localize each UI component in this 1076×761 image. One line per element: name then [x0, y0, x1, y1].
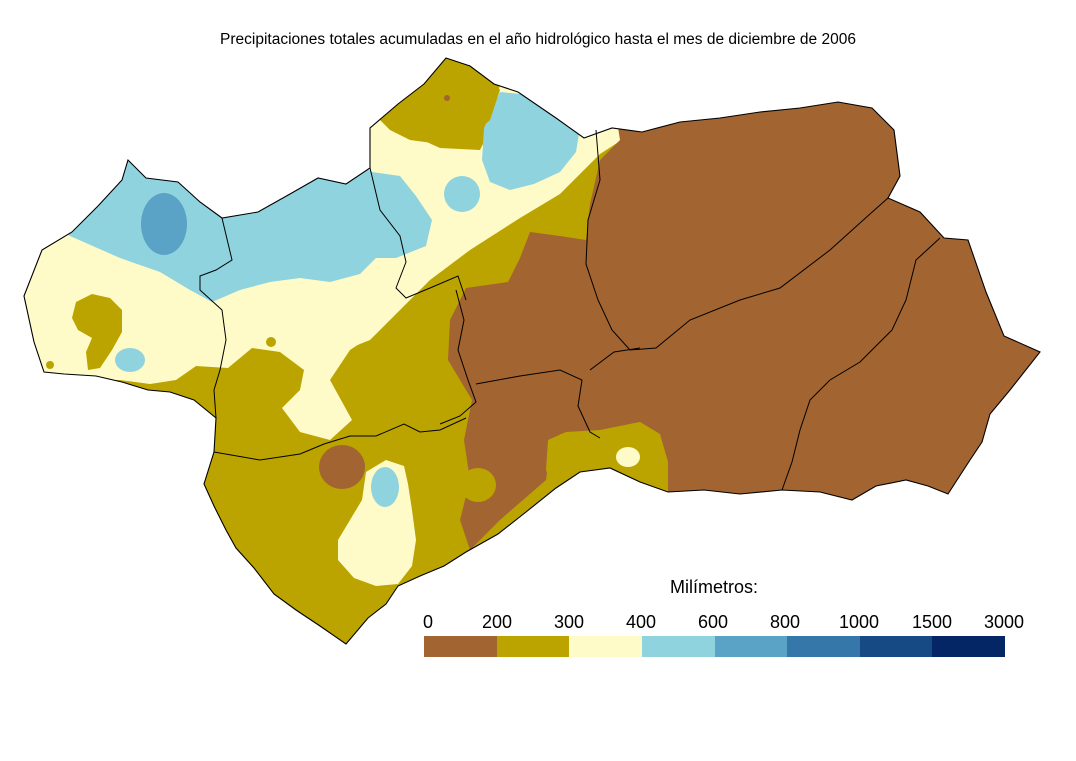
zone-0-200-north-dot: [444, 95, 450, 101]
legend-label-800: 800: [769, 612, 801, 632]
zone-200-300-west-blob: [72, 294, 122, 370]
zone-0-200-south-spot: [319, 445, 365, 489]
legend-label-1500: 1500: [911, 612, 953, 632]
zone-200-300-dot-b: [266, 337, 276, 347]
border-sevilla-cordoba: [369, 167, 467, 301]
border-cadiz-sevilla: [213, 417, 467, 461]
zone-0-200-center-dot: [551, 293, 565, 307]
legend-swatch-400: [641, 636, 715, 657]
zone-200-300-dot-a: [46, 361, 54, 369]
legend-swatch-0: [424, 636, 497, 657]
legend-labels: 0 200 300 400 600 800 1000 1500 3000: [0, 612, 1076, 636]
border-cordoba-malaga: [439, 289, 477, 425]
legend-label-1000: 1000: [838, 612, 880, 632]
legend-swatch-600: [714, 636, 788, 657]
zone-400-600-west: [30, 150, 432, 302]
legend-swatch-200: [496, 636, 570, 657]
legend-color-bar: [424, 636, 1005, 657]
map-title: Precipitaciones totales acumuladas en el…: [220, 31, 856, 48]
zone-400-600-north-spot: [444, 176, 480, 212]
legend-label-200: 200: [481, 612, 513, 632]
legend-label-0: 0: [422, 612, 434, 632]
province-borders: [199, 129, 941, 491]
legend-label-400: 400: [625, 612, 657, 632]
legend-swatch-1500: [932, 636, 1005, 657]
legend-label-300: 300: [553, 612, 585, 632]
zone-400-600-west-spot: [115, 348, 145, 372]
legend-swatch-800: [787, 636, 860, 657]
legend-label-3000: 3000: [983, 612, 1025, 632]
border-granada-almeria: [781, 237, 941, 491]
zone-200-300-south-bump: [460, 468, 496, 502]
legend-label-600: 600: [697, 612, 729, 632]
zone-600-800-west: [141, 193, 187, 255]
border-cordoba-jaen: [585, 129, 889, 351]
border-huelva-sevilla: [199, 217, 233, 419]
legend-swatch-300: [569, 636, 642, 657]
border-granada-jaen: [589, 347, 641, 371]
zone-300-400-coast-spot: [616, 447, 640, 467]
zone-400-600-south-spot: [371, 467, 399, 507]
legend-title: Milímetros:: [670, 577, 759, 597]
legend-swatch-1000: [859, 636, 933, 657]
border-granada-malaga: [475, 369, 601, 439]
